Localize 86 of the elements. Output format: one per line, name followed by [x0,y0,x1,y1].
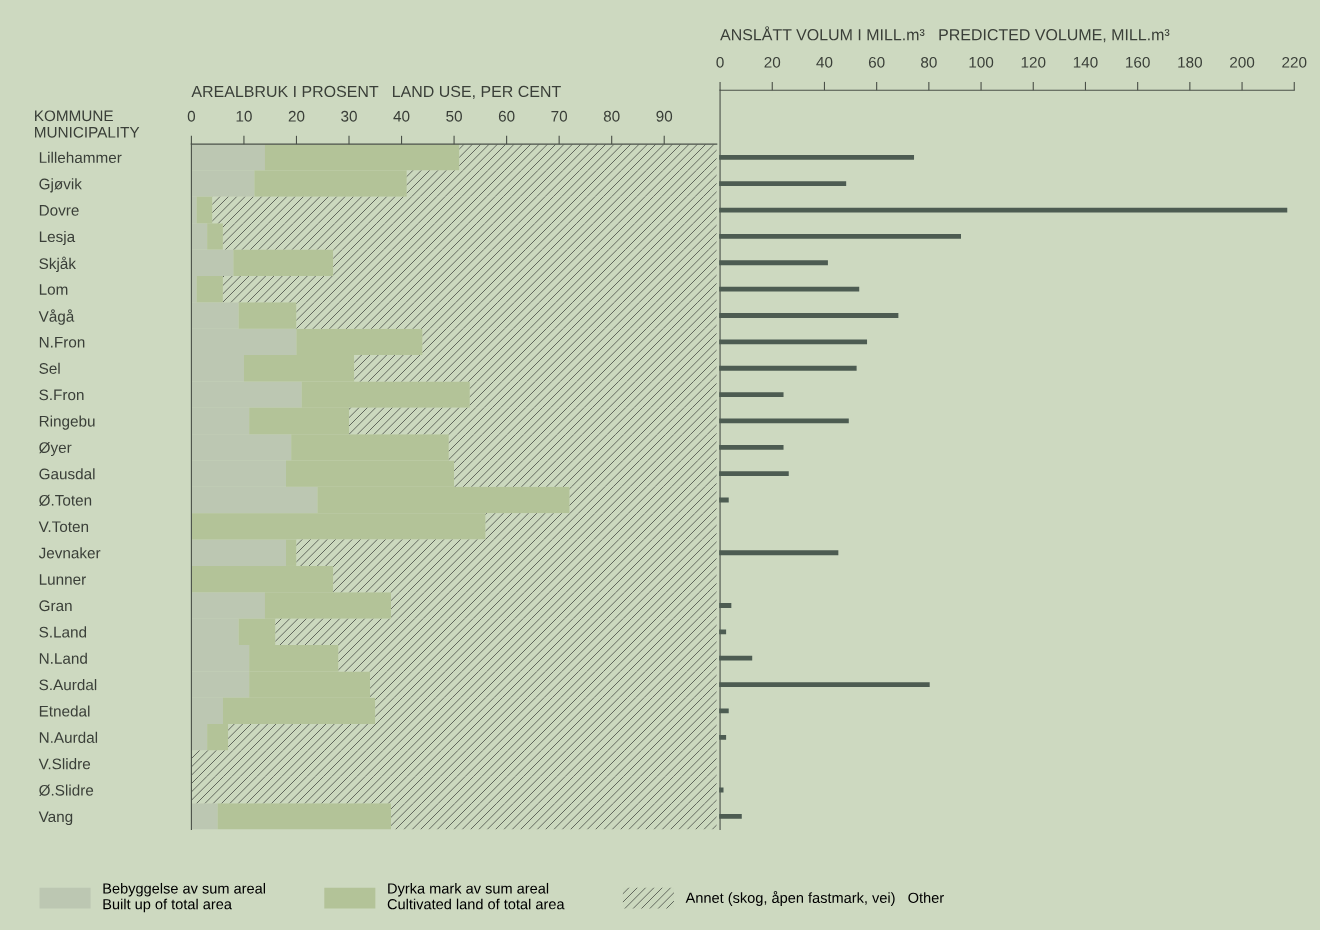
x-tick-label: 80 [603,110,620,122]
bar [191,750,717,777]
bar [233,249,334,276]
bar [469,381,717,408]
y-tick-label: Øyer [39,441,72,457]
bar [222,275,717,303]
y-tick-label: N.Aurdal [39,731,98,743]
y-tick-label: S.Land [39,626,87,638]
x-tick-label: 140 [1073,56,1098,68]
y-tick-label: Vang [38,811,73,826]
bar [375,697,717,725]
x-tick-label: 200 [1230,56,1255,68]
x-tick-label: 60 [868,56,885,68]
bar [333,565,717,593]
y-tick-label: Lom [39,284,68,295]
y-tick-label: V.Toten [38,521,89,533]
bar [196,275,223,303]
x-tick-label: 90 [656,110,673,122]
bar [454,460,717,487]
y-tick-label: Ø.Toten [39,494,92,506]
y-tick-label: Lillehammer [39,151,122,164]
y-tick-label: N.Fron [39,336,85,348]
bar [212,196,717,224]
bar [448,434,717,461]
bar [191,776,717,804]
y-axis-title: KOMMUNE MUNICIPALITY [35,110,140,138]
x-tick-label: 80 [921,56,937,68]
bar [391,592,717,619]
x-tick-label: 20 [764,56,781,68]
x-tick-label: 180 [1178,56,1203,68]
x-tick-label: 220 [1282,56,1307,68]
y-tick-label: N.Land [39,652,87,664]
y-tick-label: Sel [39,362,60,374]
bar [191,539,286,566]
y-tick-label: S.Aurdal [39,679,97,691]
bar [370,671,717,698]
x-tick-label: 20 [288,110,305,122]
bar [191,803,218,830]
legend-label: Annet (skog, åpen fastmark, vei) Other [685,891,944,906]
bar [422,328,717,356]
bar [333,249,717,276]
x-tick-label: 120 [1021,56,1046,68]
y-tick-label: Gjøvik [39,178,82,193]
x-tick-label: 30 [341,110,357,122]
bar [459,144,717,171]
x-tick-label: 0 [187,110,196,122]
x-tick-label: 160 [1126,56,1150,68]
bar [354,355,717,382]
legend-label: Bebyggelse av sum areal Built up of total area [103,882,266,913]
bar [406,170,717,197]
bar [338,645,717,672]
y-tick-label: V.Slidre [38,758,91,770]
bar [222,223,717,250]
x-tick-label: 50 [446,110,462,122]
chart-title: AREALBRUK I PROSENT LAND USE, PER CENT [191,85,561,99]
bar [217,803,392,830]
bar [349,407,717,435]
bar [569,486,717,514]
x-tick-label: 100 [969,56,994,68]
bar [275,618,717,646]
y-tick-label: Lesja [39,230,76,246]
x-tick-label: 10 [236,110,252,122]
x-tick-label: 70 [551,110,568,122]
x-tick-label: 40 [816,56,833,68]
y-tick-label: Skjåk [39,256,76,273]
y-tick-label: Ø.Slidre [39,784,94,796]
y-tick-label: Gausdal [39,468,95,480]
y-tick-label: Vågå [38,309,75,325]
chart-title: ANSLÅTT VOLUM I MILL.m³ PREDICTED VOLUME, MILL.m³ [720,26,1170,43]
y-tick-label: Lunner [39,574,86,585]
y-tick-label: S.Fron [39,389,84,401]
y-tick-label: Gran [39,600,72,612]
x-tick-label: 40 [393,110,410,122]
y-tick-label: Ringebu [39,415,95,430]
y-tick-label: Etnedal [39,705,90,717]
x-tick-label: 60 [498,110,515,122]
bar [228,724,717,751]
x-tick-label: 0 [716,56,724,68]
bar [391,803,717,830]
bar [296,539,717,566]
bar [296,302,717,329]
y-tick-label: Dovre [39,205,79,216]
y-tick-label: Jevnaker [38,547,101,559]
legend-label: Dyrka mark av sum areal Cultivated land of total area [387,882,565,910]
bar [485,513,717,540]
bar [238,302,297,329]
